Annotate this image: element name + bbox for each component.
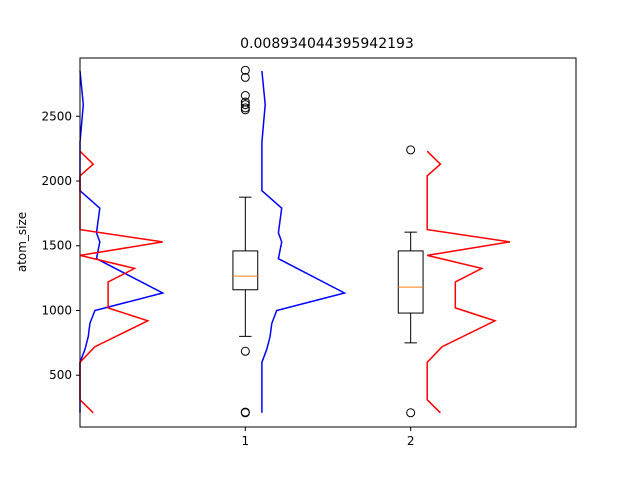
y-tick-label-1500: 1500 [41, 239, 72, 253]
x-tick-label-2: 2 [407, 434, 415, 448]
box-1-outlier-10 [240, 65, 250, 75]
box-1-outlier-7 [240, 97, 250, 107]
distribution-line-2 [79, 150, 163, 414]
distribution-line-3 [261, 70, 347, 413]
box-1-outlier-5 [240, 103, 250, 113]
y-tick-label-500: 500 [49, 368, 72, 382]
distribution-line-1 [79, 70, 165, 413]
distribution-line-4 [426, 150, 511, 414]
x-tick-label-1: 1 [242, 434, 250, 448]
box-1-outlier-6 [240, 100, 250, 110]
axes: 500 1000 1500 2000 2500 1 2 [41, 57, 577, 448]
y-tick-label-2500: 2500 [41, 109, 72, 123]
box-1-outlier-3 [240, 346, 250, 356]
box-1-body [232, 250, 259, 291]
axes-frame [79, 57, 577, 428]
y-axis-label: atom_size [15, 212, 29, 272]
y-tick-label-1000: 1000 [41, 303, 72, 317]
y-tick-label-2000: 2000 [41, 174, 72, 188]
box-1-outlier-9 [240, 72, 250, 82]
box-2-body [397, 250, 424, 314]
box-1-outlier-8 [240, 91, 250, 101]
box-2-outlier-1 [406, 408, 416, 418]
chart-title: 0.008934044395942193 [240, 36, 414, 52]
plot-area [79, 65, 511, 418]
box-2-outlier-2 [406, 145, 416, 155]
box-1-outlier-2 [240, 407, 250, 417]
